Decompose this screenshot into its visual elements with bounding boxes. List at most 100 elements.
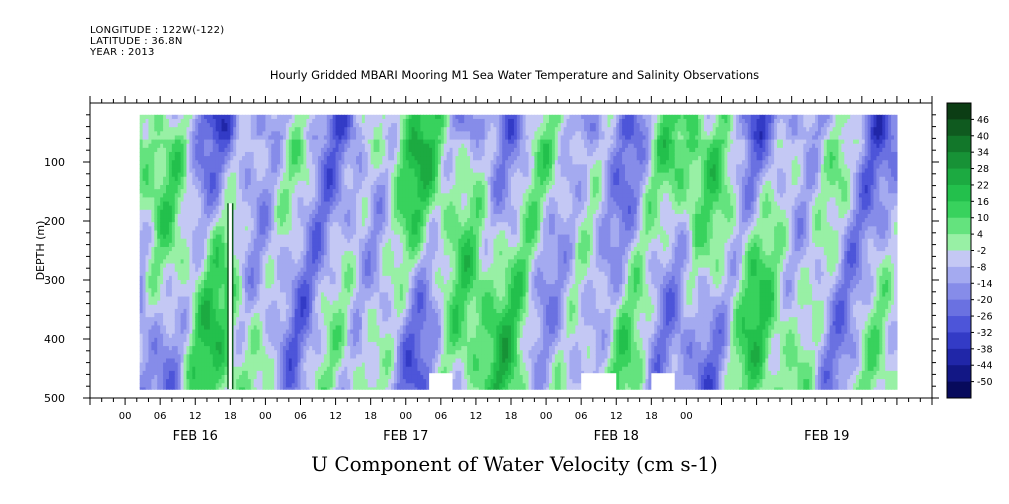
heatmap-cell xyxy=(268,288,272,293)
heatmap-cell xyxy=(294,189,299,194)
heatmap-cell xyxy=(236,201,240,207)
heatmap-cell xyxy=(154,246,158,252)
heatmap-cell xyxy=(306,160,310,165)
heatmap-cell xyxy=(204,176,208,182)
heatmap-cell xyxy=(338,304,343,310)
heatmap-cell xyxy=(148,292,152,298)
heatmap-cell xyxy=(353,143,357,149)
heatmap-cell xyxy=(338,321,343,327)
heatmap-cell xyxy=(168,135,173,141)
heatmap-cell xyxy=(323,222,328,227)
heatmap-cell xyxy=(294,379,299,384)
heatmap-cell xyxy=(201,164,205,170)
heatmap-cell xyxy=(151,333,155,339)
heatmap-cell xyxy=(186,267,190,273)
heatmap-cell xyxy=(201,280,205,285)
heatmap-cell xyxy=(268,292,272,298)
heatmap-cell xyxy=(163,172,167,178)
heatmap-cell xyxy=(236,218,240,223)
heatmap-cell xyxy=(212,304,217,310)
heatmap-cell xyxy=(309,168,313,174)
heatmap-cell xyxy=(244,350,249,355)
heatmap-cell xyxy=(259,354,264,360)
heatmap-cell xyxy=(309,242,313,248)
heatmap-cell xyxy=(195,288,199,293)
heatmap-cell xyxy=(157,255,161,260)
heatmap-cell xyxy=(244,242,249,248)
heatmap-cell xyxy=(335,284,340,289)
heatmap-cell xyxy=(215,209,220,215)
heatmap-cell xyxy=(151,267,155,273)
heatmap-cell xyxy=(142,292,147,298)
heatmap-cell xyxy=(192,123,196,128)
heatmap-cell xyxy=(280,230,284,236)
heatmap-cell xyxy=(288,123,293,128)
heatmap-cell xyxy=(344,197,348,203)
heatmap-cell xyxy=(239,238,243,244)
heatmap-cell xyxy=(271,317,275,322)
heatmap-cell xyxy=(312,350,316,355)
heatmap-cell xyxy=(160,205,164,211)
heatmap-cell xyxy=(271,218,275,223)
heatmap-cell xyxy=(171,259,176,265)
heatmap-cell xyxy=(192,300,196,306)
heatmap-cell xyxy=(168,251,173,256)
heatmap-cell xyxy=(139,288,144,293)
heatmap-cell xyxy=(338,374,343,380)
heatmap-cell xyxy=(268,374,272,380)
heatmap-cell xyxy=(294,313,299,318)
heatmap-cell xyxy=(262,139,267,145)
heatmap-cell xyxy=(174,387,179,390)
heatmap-cell xyxy=(145,164,150,170)
heatmap-cell xyxy=(303,366,307,372)
heatmap-cell xyxy=(215,362,220,368)
heatmap-cell xyxy=(262,275,267,281)
heatmap-cell xyxy=(271,213,275,219)
heatmap-cell xyxy=(318,321,322,327)
heatmap-cell xyxy=(326,379,331,384)
heatmap-cell xyxy=(268,350,272,355)
heatmap-cell xyxy=(332,242,337,248)
heatmap-cell xyxy=(262,218,267,223)
heatmap-cell xyxy=(288,226,293,232)
heatmap-cell xyxy=(338,366,343,372)
heatmap-cell xyxy=(268,176,272,182)
heatmap-cell xyxy=(224,325,229,331)
heatmap-cell xyxy=(253,246,258,252)
heatmap-cell xyxy=(247,147,252,153)
heatmap-cell xyxy=(154,308,158,314)
heatmap-cell xyxy=(221,147,226,153)
heatmap-cell xyxy=(285,251,290,256)
heatmap-cell xyxy=(247,300,252,306)
heatmap-cell xyxy=(177,259,182,265)
heatmap-cell xyxy=(356,193,360,198)
heatmap-cell xyxy=(341,267,345,273)
heatmap-cell xyxy=(174,213,179,219)
heatmap-cell xyxy=(139,226,144,232)
heatmap-cell xyxy=(323,383,328,388)
heatmap-cell xyxy=(218,172,223,178)
heatmap-cell xyxy=(195,193,199,198)
heatmap-cell xyxy=(142,296,147,302)
heatmap-cell xyxy=(189,143,193,149)
heatmap-cell xyxy=(215,255,220,260)
heatmap-cell xyxy=(320,308,325,314)
heatmap-cell xyxy=(268,222,272,227)
heatmap-cell xyxy=(189,156,193,161)
heatmap-cell xyxy=(204,127,208,132)
heatmap-cell xyxy=(350,313,354,318)
heatmap-cell xyxy=(356,172,360,178)
heatmap-cell xyxy=(209,308,214,314)
heatmap-cell xyxy=(309,296,313,302)
heatmap-cell xyxy=(329,358,334,364)
heatmap-cell xyxy=(268,143,272,149)
heatmap-cell xyxy=(329,379,334,384)
heatmap-cell xyxy=(329,321,334,327)
heatmap-cell xyxy=(347,280,351,285)
heatmap-cell xyxy=(247,259,252,265)
heatmap-cell xyxy=(326,370,331,376)
heatmap-cell xyxy=(221,259,226,265)
heatmap-cell xyxy=(315,123,319,128)
heatmap-cell xyxy=(154,358,158,364)
heatmap-cell xyxy=(215,139,220,145)
